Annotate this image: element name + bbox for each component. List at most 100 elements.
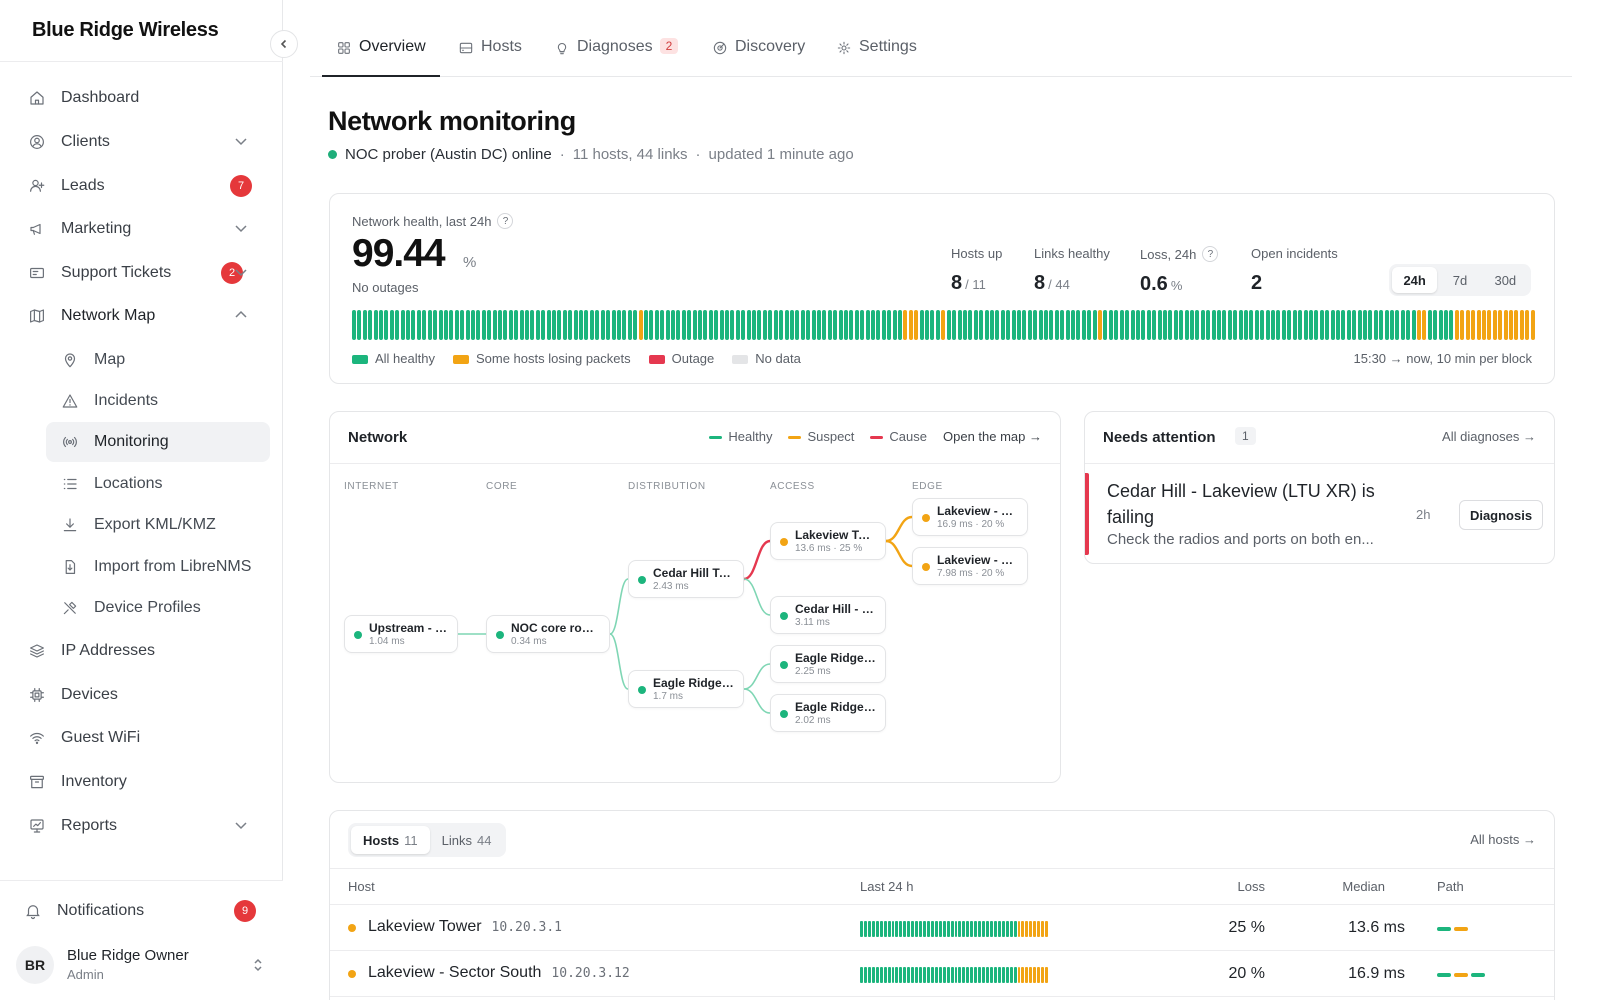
health-block[interactable] bbox=[1244, 310, 1249, 340]
health-block[interactable] bbox=[741, 310, 746, 340]
health-block[interactable] bbox=[1481, 310, 1486, 340]
health-block[interactable] bbox=[1422, 310, 1427, 340]
health-block[interactable] bbox=[589, 310, 594, 340]
health-block[interactable] bbox=[1038, 310, 1043, 340]
network-link[interactable] bbox=[743, 578, 771, 616]
health-block[interactable] bbox=[481, 310, 486, 340]
health-block[interactable] bbox=[1114, 310, 1119, 340]
health-block[interactable] bbox=[746, 310, 751, 340]
network-link[interactable] bbox=[609, 578, 629, 635]
health-block[interactable] bbox=[1352, 310, 1357, 340]
health-block[interactable] bbox=[1271, 310, 1276, 340]
help-icon[interactable]: ? bbox=[1202, 246, 1219, 262]
health-block[interactable] bbox=[995, 310, 1000, 340]
health-block[interactable] bbox=[465, 310, 470, 340]
chevron-down-icon[interactable] bbox=[234, 818, 248, 836]
health-block[interactable] bbox=[822, 310, 827, 340]
health-block[interactable] bbox=[1195, 310, 1200, 340]
health-block[interactable] bbox=[773, 310, 778, 340]
health-block[interactable] bbox=[1254, 310, 1259, 340]
health-block[interactable] bbox=[1319, 310, 1324, 340]
sidebar-item-device-profiles[interactable]: Device Profiles bbox=[46, 588, 270, 628]
health-block[interactable] bbox=[1427, 310, 1432, 340]
health-block[interactable] bbox=[698, 310, 703, 340]
health-block[interactable] bbox=[714, 310, 719, 340]
health-block[interactable] bbox=[1033, 310, 1038, 340]
health-block[interactable] bbox=[676, 310, 681, 340]
health-block[interactable] bbox=[800, 310, 805, 340]
health-block[interactable] bbox=[762, 310, 767, 340]
health-block[interactable] bbox=[989, 310, 994, 340]
collapse-sidebar-button[interactable] bbox=[270, 30, 298, 58]
health-block[interactable] bbox=[595, 310, 600, 340]
health-block[interactable] bbox=[1303, 310, 1308, 340]
health-block[interactable] bbox=[616, 310, 621, 340]
column-header-last-24h[interactable]: Last 24 h bbox=[860, 879, 914, 894]
health-block[interactable] bbox=[681, 310, 686, 340]
health-block[interactable] bbox=[1152, 310, 1157, 340]
health-block[interactable] bbox=[1492, 310, 1497, 340]
health-block[interactable] bbox=[433, 310, 438, 340]
health-block[interactable] bbox=[1314, 310, 1319, 340]
table-row[interactable]: Lakeview Tower 10.20.3.1 25 % 13.6 ms bbox=[330, 905, 1554, 951]
health-block[interactable] bbox=[1238, 310, 1243, 340]
sidebar-item-reports[interactable]: Reports bbox=[22, 806, 270, 846]
health-block[interactable] bbox=[1390, 310, 1395, 340]
health-block[interactable] bbox=[573, 310, 578, 340]
health-block[interactable] bbox=[914, 310, 919, 340]
tab-discovery[interactable]: Discovery bbox=[712, 38, 805, 77]
health-block[interactable] bbox=[1119, 310, 1124, 340]
host-name[interactable]: Lakeview Tower bbox=[368, 918, 482, 935]
health-block[interactable] bbox=[406, 310, 411, 340]
health-block[interactable] bbox=[968, 310, 973, 340]
tab-overview[interactable]: Overview bbox=[322, 38, 440, 77]
health-block[interactable] bbox=[957, 310, 962, 340]
user-name[interactable]: Blue Ridge Owner bbox=[67, 947, 189, 964]
health-block[interactable] bbox=[443, 310, 448, 340]
health-block[interactable] bbox=[1103, 310, 1108, 340]
health-block[interactable] bbox=[449, 310, 454, 340]
network-node[interactable]: Upstream - Lum...1.04 ms bbox=[344, 615, 458, 653]
health-block[interactable] bbox=[946, 310, 951, 340]
health-block[interactable] bbox=[1184, 310, 1189, 340]
health-block[interactable] bbox=[1217, 310, 1222, 340]
tab-hosts[interactable]: Hosts 11 bbox=[351, 826, 430, 854]
health-block[interactable] bbox=[892, 310, 897, 340]
health-block[interactable] bbox=[654, 310, 659, 340]
health-block[interactable] bbox=[1206, 310, 1211, 340]
health-block[interactable] bbox=[1049, 310, 1054, 340]
tab-diagnoses[interactable]: Diagnoses 2 bbox=[554, 38, 679, 77]
health-block[interactable] bbox=[1433, 310, 1438, 340]
network-node[interactable]: NOC core route... 0.34 ms bbox=[486, 615, 610, 653]
network-node[interactable]: Eagle Ridge -... 2.25 ms bbox=[770, 645, 886, 683]
health-block[interactable] bbox=[1330, 310, 1335, 340]
avatar[interactable]: BR bbox=[16, 946, 54, 984]
health-block[interactable] bbox=[584, 310, 589, 340]
health-block[interactable] bbox=[649, 310, 654, 340]
health-block[interactable] bbox=[860, 310, 865, 340]
all-diagnoses-link[interactable]: All diagnoses → bbox=[1442, 429, 1536, 444]
health-block[interactable] bbox=[1211, 310, 1216, 340]
health-block[interactable] bbox=[1487, 310, 1492, 340]
health-block[interactable] bbox=[725, 310, 730, 340]
health-block[interactable] bbox=[871, 310, 876, 340]
sidebar-item-support-tickets[interactable]: Support Tickets 2 bbox=[22, 253, 270, 293]
health-block[interactable] bbox=[1222, 310, 1227, 340]
health-block[interactable] bbox=[368, 310, 373, 340]
health-block[interactable] bbox=[779, 310, 784, 340]
health-block[interactable] bbox=[633, 310, 638, 340]
all-hosts-link[interactable]: All hosts → bbox=[1470, 832, 1536, 847]
network-link[interactable] bbox=[743, 688, 771, 714]
health-block[interactable] bbox=[952, 310, 957, 340]
sidebar-item-marketing[interactable]: Marketing bbox=[22, 209, 270, 249]
health-block[interactable] bbox=[703, 310, 708, 340]
health-block[interactable] bbox=[454, 310, 459, 340]
health-block[interactable] bbox=[1076, 310, 1081, 340]
health-block[interactable] bbox=[530, 310, 535, 340]
health-block[interactable] bbox=[1027, 310, 1032, 340]
chevron-down-icon[interactable] bbox=[234, 265, 248, 283]
health-block[interactable] bbox=[546, 310, 551, 340]
health-block[interactable] bbox=[395, 310, 400, 340]
health-block[interactable] bbox=[908, 310, 913, 340]
sidebar-item-import-from-librenms[interactable]: Import from LibreNMS bbox=[46, 547, 270, 587]
